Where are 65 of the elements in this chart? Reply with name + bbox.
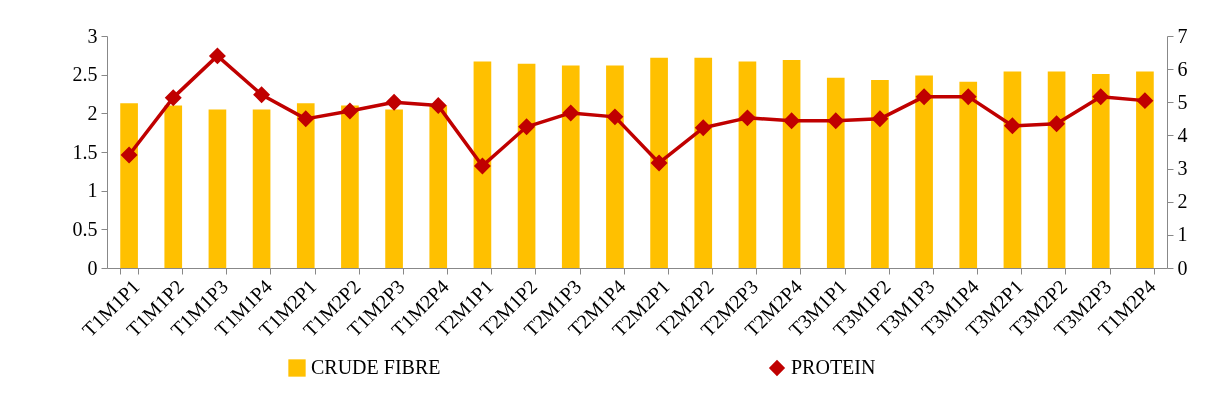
point <box>341 102 358 119</box>
bar <box>1003 71 1022 268</box>
point <box>297 110 314 127</box>
y2-tick-label: 2 <box>1177 190 1188 213</box>
y-tick-label: 2 <box>87 101 98 124</box>
point <box>430 97 447 114</box>
point <box>165 89 182 106</box>
y-tick-label: 0.5 <box>72 217 98 240</box>
point <box>562 104 579 121</box>
bar <box>208 109 227 268</box>
point <box>1004 117 1021 134</box>
y2-tick-label: 5 <box>1177 90 1188 113</box>
point <box>121 146 138 164</box>
y2-tick-label: 6 <box>1177 57 1188 80</box>
bar <box>1136 71 1154 268</box>
bar <box>473 61 492 268</box>
y-tick-label: 0 <box>87 256 98 279</box>
bar <box>650 57 668 268</box>
point <box>1136 92 1153 109</box>
point <box>518 118 535 135</box>
point <box>871 110 888 127</box>
bar <box>120 103 138 268</box>
point <box>474 157 491 174</box>
point <box>209 47 226 64</box>
bar <box>871 80 889 268</box>
point <box>916 88 933 105</box>
y-tick-label: 2.5 <box>72 63 98 86</box>
bar <box>385 109 403 268</box>
y2-tick-label: 4 <box>1177 123 1188 146</box>
bar <box>738 61 757 268</box>
point <box>386 94 403 111</box>
y-tick-label: 1.5 <box>72 140 98 163</box>
bar <box>782 59 801 268</box>
bar <box>517 63 536 268</box>
bar <box>826 77 845 268</box>
bar <box>341 105 359 268</box>
point <box>695 119 712 136</box>
bar <box>694 57 713 268</box>
point <box>960 88 977 105</box>
point <box>651 154 668 172</box>
y2-tick-label: 1 <box>1177 223 1188 246</box>
y-tick-label: 1 <box>87 179 98 202</box>
bar <box>429 105 448 268</box>
point <box>1092 88 1109 105</box>
y2-tick-label: 3 <box>1177 157 1188 180</box>
bar <box>561 65 580 268</box>
bar <box>1091 73 1110 268</box>
point <box>1048 115 1065 132</box>
bar <box>164 105 183 268</box>
legend-label: CRUDE FIBRE <box>311 356 441 378</box>
point <box>783 112 800 129</box>
legend-label: PROTEIN <box>791 356 876 378</box>
y2-tick-label: 0 <box>1177 256 1188 279</box>
bar <box>959 81 978 268</box>
point <box>606 108 623 125</box>
bar <box>915 75 933 268</box>
point <box>253 86 270 103</box>
bar <box>252 109 271 268</box>
bar <box>1047 71 1066 268</box>
bar <box>606 65 624 268</box>
y2-tick-label: 7 <box>1177 24 1188 47</box>
point <box>739 109 756 126</box>
bar <box>296 103 315 268</box>
point <box>827 112 844 129</box>
y-tick-label: 3 <box>87 24 98 47</box>
